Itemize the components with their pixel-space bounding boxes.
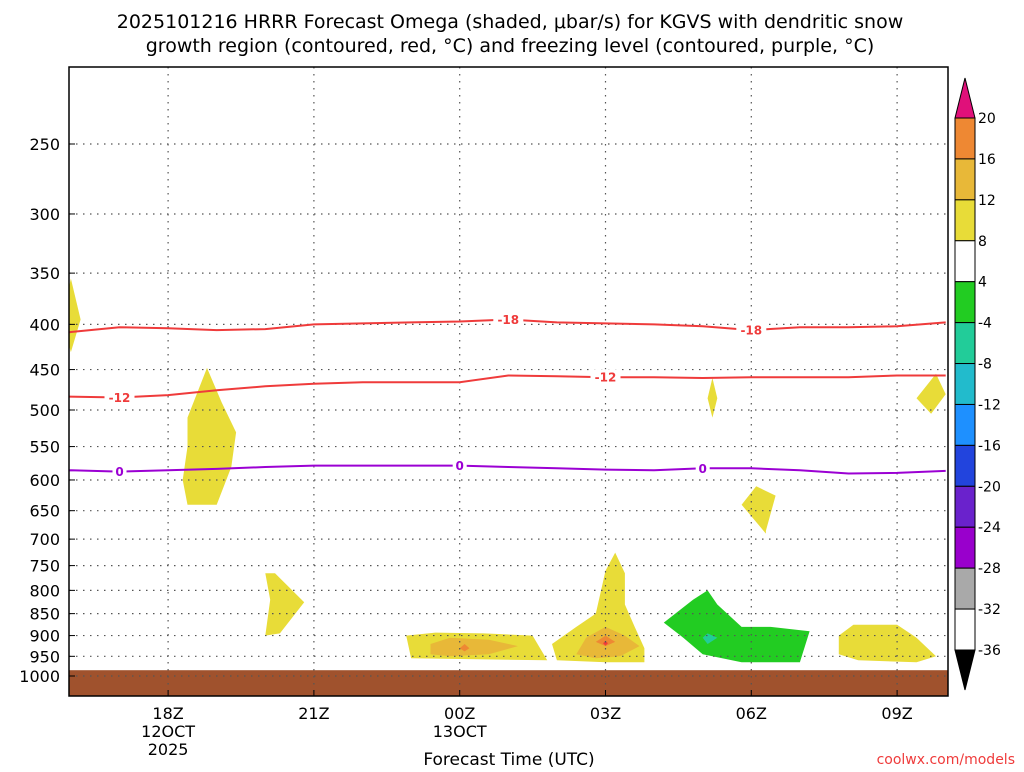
colorbar-label-11: -28 <box>978 561 1001 577</box>
y-tick-label-3: 400 <box>29 315 60 334</box>
y-tick-label-1: 300 <box>29 205 60 224</box>
contour-line-0 <box>69 318 946 334</box>
colorbar-label-8: -16 <box>978 438 1001 454</box>
y-tick-label-2: 350 <box>29 264 60 283</box>
colorbar-band-9 <box>954 485 976 528</box>
omega-region-12 <box>663 590 810 663</box>
y-tick-label-8: 650 <box>29 502 60 521</box>
colorbar-band-6 <box>954 363 976 405</box>
colorbar-band-1 <box>954 158 976 201</box>
grid-lines <box>69 67 948 696</box>
contour-label-bg-2-2 <box>695 460 710 477</box>
omega-region-5 <box>430 637 518 657</box>
colorbar-label-5: -4 <box>978 316 992 332</box>
contour-label-bg-0-0 <box>493 311 524 328</box>
y-tick-label-7: 600 <box>29 471 60 490</box>
contour-line-2 <box>69 464 946 475</box>
contour-label-bg-1-1 <box>590 369 621 386</box>
omega-region-14 <box>838 624 936 663</box>
contour-label-0-0: -18 <box>497 313 519 327</box>
credit-link[interactable]: coolwx.com/models <box>877 752 1015 768</box>
omega-shading-layer <box>69 278 946 663</box>
x-tick-label-3: 03Z <box>590 704 621 723</box>
omega-region-9 <box>603 640 608 646</box>
omega-region-11 <box>741 486 776 534</box>
colorbar-label-10: -24 <box>978 520 1001 536</box>
colorbar-band-2 <box>954 199 976 242</box>
x-axis-title: Forecast Time (UTC) <box>423 750 594 768</box>
colorbar-band-7 <box>954 403 976 446</box>
colorbar-top-cap <box>954 77 976 119</box>
omega-region-10 <box>707 378 718 418</box>
y-tick-label-12: 850 <box>29 605 60 624</box>
colorbar-band-3 <box>954 240 976 283</box>
y-axis-pressure: 250 300 350 400 450 500 550 600 650 700 750 800 850 9… <box>19 135 75 686</box>
y-tick-label-14: 950 <box>29 647 60 666</box>
chart-title-line1: 2025101216 HRRR Forecast Omega (shaded, … <box>117 11 904 33</box>
colorbar-band-8 <box>954 444 976 487</box>
contour-label-1-1: -12 <box>595 371 617 385</box>
y-tick-label-13: 900 <box>29 627 60 646</box>
x-tick-label-4: 06Z <box>736 704 767 723</box>
omega-region-0 <box>69 278 81 353</box>
contour-label-bg-2-0 <box>112 463 127 480</box>
y-tick-label-0: 250 <box>29 135 60 154</box>
x-tick-date-2: 13OCT <box>433 722 487 741</box>
y-tick-label-9: 700 <box>29 530 60 549</box>
colorbar-label-9: -20 <box>978 479 1001 495</box>
contour-label-bg-1-0 <box>104 389 135 406</box>
colorbar-label-7: -12 <box>978 397 1001 413</box>
contour-label-1-0: -12 <box>109 391 131 405</box>
contour-label-bg-0-1 <box>736 322 767 339</box>
contour-label-2-2: 0 <box>699 462 707 476</box>
colorbar-label-2: 12 <box>978 193 996 209</box>
colorbar-label-0: 20 <box>978 111 996 127</box>
plot-frame <box>68 66 949 697</box>
colorbar-label-4: 4 <box>978 275 987 291</box>
y-tick-label-11: 800 <box>29 581 60 600</box>
contour-label-2-0: 0 <box>115 465 123 479</box>
colorbar-band-4 <box>954 281 976 324</box>
colorbar-band-10 <box>954 526 976 569</box>
chart-title-line2: growth region (contoured, red, °C) and f… <box>146 35 875 57</box>
ground-surface <box>69 670 948 696</box>
omega-region-1 <box>182 367 237 505</box>
y-tick-label-15: 1000 <box>19 667 60 686</box>
contour-label-0-1: -18 <box>740 324 762 338</box>
contour-line-1 <box>69 374 946 399</box>
omega-region-2 <box>265 573 305 636</box>
y-tick-label-4: 450 <box>29 361 60 380</box>
colorbar-band-5 <box>954 322 976 365</box>
colorbar-bottom-cap <box>954 649 976 691</box>
omega-region-15 <box>916 373 946 414</box>
y-tick-label-6: 550 <box>29 438 60 457</box>
colorbar-label-13: -36 <box>978 643 1001 659</box>
x-tick-year-0: 2025 <box>148 740 189 759</box>
colorbar-label-3: 8 <box>978 234 987 250</box>
omega-region-7 <box>459 644 470 652</box>
x-tick-date-0: 12OCT <box>141 722 195 741</box>
x-tick-label-5: 09Z <box>881 704 912 723</box>
colorbar-label-12: -32 <box>978 602 1001 618</box>
colorbar-band-0 <box>954 117 976 160</box>
contour-layer: -18 -18 -12 -12 0 0 0 <box>69 311 946 480</box>
colorbar-band-12 <box>954 608 976 651</box>
y-tick-label-10: 750 <box>29 557 60 576</box>
y-tick-label-5: 500 <box>29 401 60 420</box>
contour-label-bg-2-1 <box>452 457 467 474</box>
colorbar-label-1: 16 <box>978 152 996 168</box>
x-tick-label-1: 21Z <box>298 704 329 723</box>
colorbar-band-11 <box>954 567 976 610</box>
ground-layer <box>69 670 948 696</box>
colorbar-label-6: -8 <box>978 357 992 373</box>
x-tick-label-0: 18Z <box>152 704 183 723</box>
contour-label-2-1: 0 <box>456 459 464 473</box>
colorbar-legend: 20 16 12 8 4 -4 -8 -12 -16 -20 -24 -28 -32 -36 <box>954 77 1001 691</box>
x-tick-label-2: 00Z <box>444 704 475 723</box>
